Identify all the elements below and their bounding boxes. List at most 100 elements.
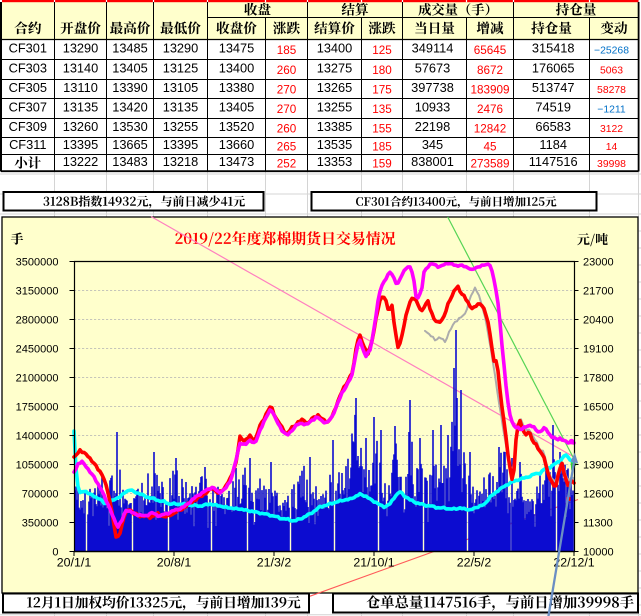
- svg-text:21/3/2: 21/3/2: [257, 555, 292, 569]
- svg-text:CF309: CF309: [9, 119, 47, 134]
- svg-text:13475: 13475: [219, 41, 255, 56]
- svg-text:397738: 397738: [411, 80, 454, 95]
- svg-text:180: 180: [372, 64, 392, 77]
- svg-text:13395: 13395: [163, 137, 199, 152]
- svg-text:22/12/1: 22/12/1: [553, 555, 594, 569]
- svg-text:20/1/1: 20/1/1: [57, 555, 92, 569]
- svg-text:13665: 13665: [112, 137, 148, 152]
- svg-text:66583: 66583: [535, 119, 571, 134]
- svg-text:270: 270: [277, 103, 297, 116]
- svg-text:13660: 13660: [219, 137, 255, 152]
- svg-text:13290: 13290: [63, 41, 99, 56]
- svg-text:13535: 13535: [317, 137, 353, 152]
- svg-text:185: 185: [372, 140, 392, 153]
- svg-text:345: 345: [422, 137, 443, 152]
- svg-text:13125: 13125: [163, 61, 199, 76]
- svg-text:23000: 23000: [583, 257, 614, 269]
- svg-text:3122: 3122: [600, 124, 623, 135]
- svg-text:0: 0: [52, 547, 58, 559]
- svg-text:22198: 22198: [415, 119, 451, 134]
- svg-text:74519: 74519: [535, 100, 571, 115]
- svg-text:16500: 16500: [583, 402, 614, 414]
- svg-text:13135: 13135: [163, 100, 199, 115]
- svg-text:13385: 13385: [317, 119, 353, 134]
- svg-text:12600: 12600: [583, 489, 614, 501]
- svg-text:13260: 13260: [63, 119, 99, 134]
- svg-text:13485: 13485: [112, 41, 148, 56]
- svg-text:155: 155: [372, 122, 392, 135]
- svg-text:700000: 700000: [22, 489, 59, 501]
- svg-text:13110: 13110: [63, 80, 98, 95]
- svg-text:10000: 10000: [583, 547, 614, 559]
- svg-text:176065: 176065: [532, 61, 575, 76]
- svg-text:252: 252: [277, 157, 297, 170]
- svg-text:CF311: CF311: [9, 137, 46, 152]
- svg-text:13483: 13483: [112, 154, 148, 169]
- svg-text:13473: 13473: [219, 154, 255, 169]
- svg-text:185: 185: [277, 44, 297, 57]
- svg-text:13900: 13900: [583, 460, 614, 472]
- svg-text:2100000: 2100000: [16, 373, 59, 385]
- svg-text:13255: 13255: [317, 100, 353, 115]
- svg-text:20400: 20400: [583, 315, 614, 327]
- svg-text:17800: 17800: [583, 373, 614, 385]
- svg-text:13400: 13400: [317, 41, 353, 56]
- svg-text:350000: 350000: [22, 518, 59, 530]
- svg-text:CF305: CF305: [9, 80, 47, 95]
- svg-text:58278: 58278: [597, 85, 626, 96]
- svg-text:10933: 10933: [415, 100, 451, 115]
- svg-text:1400000: 1400000: [16, 431, 59, 443]
- svg-text:159: 159: [372, 157, 392, 170]
- svg-text:65645: 65645: [474, 44, 507, 57]
- svg-text:13530: 13530: [112, 119, 148, 134]
- svg-text:13140: 13140: [63, 61, 99, 76]
- svg-text:2450000: 2450000: [16, 344, 59, 356]
- svg-text:13218: 13218: [163, 154, 199, 169]
- svg-text:−1211: −1211: [597, 104, 626, 115]
- svg-text:13395: 13395: [63, 137, 99, 152]
- svg-text:13290: 13290: [163, 41, 199, 56]
- svg-text:13275: 13275: [317, 61, 353, 76]
- svg-text:2800000: 2800000: [16, 315, 59, 327]
- svg-text:CF303: CF303: [9, 61, 47, 76]
- svg-text:13222: 13222: [63, 154, 99, 169]
- svg-text:14: 14: [606, 142, 618, 153]
- svg-text:13255: 13255: [163, 119, 199, 134]
- svg-text:2476: 2476: [477, 103, 503, 116]
- svg-text:315418: 315418: [532, 41, 575, 56]
- svg-text:21700: 21700: [583, 286, 614, 298]
- svg-text:13353: 13353: [317, 154, 353, 169]
- svg-text:183909: 183909: [470, 83, 509, 96]
- svg-text:175: 175: [372, 83, 392, 96]
- svg-text:349114: 349114: [412, 41, 454, 56]
- svg-text:13400: 13400: [219, 61, 255, 76]
- svg-text:19100: 19100: [583, 344, 614, 356]
- svg-text:13380: 13380: [219, 80, 255, 95]
- svg-text:21/10/1: 21/10/1: [353, 555, 394, 569]
- svg-text:260: 260: [277, 64, 297, 77]
- svg-text:13105: 13105: [163, 80, 199, 95]
- svg-text:8672: 8672: [477, 64, 503, 77]
- svg-text:13520: 13520: [219, 119, 255, 134]
- svg-text:22/5/2: 22/5/2: [457, 555, 492, 569]
- svg-text:513747: 513747: [532, 80, 575, 95]
- svg-text:13405: 13405: [112, 61, 148, 76]
- svg-text:273589: 273589: [470, 157, 509, 170]
- svg-text:CF307: CF307: [9, 100, 47, 115]
- svg-text:15200: 15200: [583, 431, 614, 443]
- svg-text:270: 270: [277, 83, 297, 96]
- svg-text:1750000: 1750000: [16, 402, 59, 414]
- svg-text:1184: 1184: [539, 137, 567, 152]
- svg-text:CF301: CF301: [9, 41, 47, 56]
- svg-text:13405: 13405: [219, 100, 255, 115]
- svg-text:13265: 13265: [317, 80, 353, 95]
- svg-text:1147516: 1147516: [529, 154, 578, 169]
- svg-text:11300: 11300: [583, 518, 613, 530]
- svg-text:13390: 13390: [112, 80, 148, 95]
- svg-text:13135: 13135: [63, 100, 99, 115]
- svg-text:39998: 39998: [597, 159, 626, 170]
- svg-text:125: 125: [372, 44, 392, 57]
- svg-text:20/8/1: 20/8/1: [157, 555, 192, 569]
- svg-text:1050000: 1050000: [16, 460, 59, 472]
- svg-text:57673: 57673: [415, 61, 451, 76]
